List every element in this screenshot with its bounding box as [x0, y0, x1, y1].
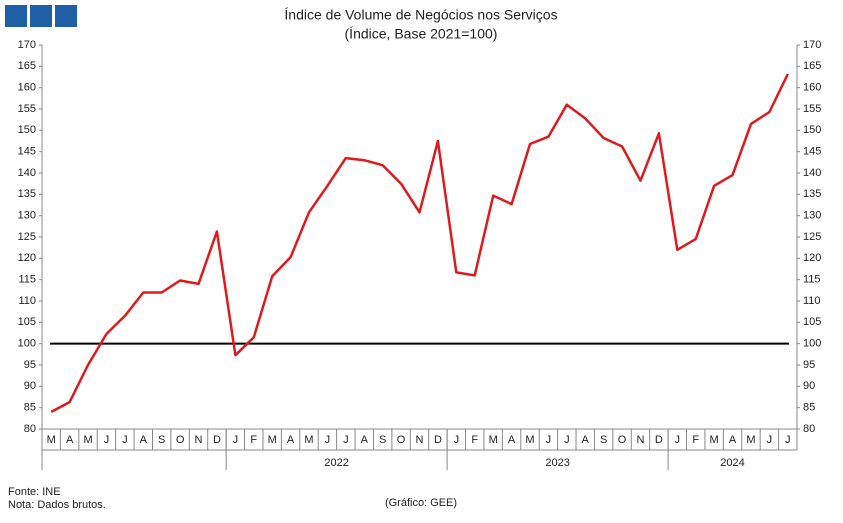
x-tick-label: F: [471, 434, 478, 446]
y-tick-label: 100: [18, 338, 36, 350]
y2-tick-label: 90: [803, 380, 815, 392]
x-tick-label: J: [675, 434, 681, 446]
x-tick-label: O: [176, 434, 185, 446]
x-tick-label: N: [636, 434, 644, 446]
y2-tick-label: 120: [803, 252, 821, 264]
y-tick-label: 115: [18, 274, 36, 286]
x-tick-label: M: [746, 434, 755, 446]
chart-subtitle: (Índice, Base 2021=100): [345, 26, 498, 42]
y2-tick-label: 95: [803, 359, 815, 371]
x-tick-label: N: [195, 434, 203, 446]
y2-tick-label: 125: [803, 231, 821, 243]
x-tick-label: A: [729, 434, 737, 446]
x-tick-label: N: [416, 434, 424, 446]
y-tick-label: 110: [18, 295, 36, 307]
x-tick-label: M: [47, 434, 56, 446]
x-tick-label: M: [525, 434, 534, 446]
y2-tick-label: 165: [803, 60, 821, 72]
y-tick-label: 150: [18, 124, 36, 136]
x-tick-label: J: [767, 434, 773, 446]
y2-tick-label: 140: [803, 167, 821, 179]
x-tick-label: J: [454, 434, 460, 446]
credit: (Gráfico: GEE): [385, 497, 457, 509]
x-tick-label: A: [361, 434, 369, 446]
x-tick-label: A: [582, 434, 590, 446]
y2-tick-label: 135: [803, 188, 821, 200]
y-tick-label: 140: [18, 167, 36, 179]
x-tick-label: O: [397, 434, 406, 446]
y2-tick-label: 85: [803, 402, 815, 414]
logo-block: [5, 5, 27, 27]
y-tick-label: 145: [18, 146, 36, 158]
x-tick-label: F: [250, 434, 257, 446]
x-tick-label: J: [325, 434, 331, 446]
y2-tick-label: 105: [803, 316, 821, 328]
x-tick-label: S: [600, 434, 607, 446]
logo-block: [55, 5, 77, 27]
data-line: [50, 73, 789, 414]
note: Nota: Dados brutos.: [8, 499, 106, 511]
year-label: 2023: [545, 457, 569, 469]
y2-tick-label: 145: [803, 146, 821, 158]
y-tick-label: 85: [24, 402, 36, 414]
y-tick-label: 95: [24, 359, 36, 371]
x-tick-label: M: [268, 434, 277, 446]
y-tick-label: 105: [18, 316, 36, 328]
x-tick-label: M: [304, 434, 313, 446]
source: Fonte: INE: [8, 486, 61, 498]
x-tick-label: F: [692, 434, 699, 446]
logo-block: [30, 5, 52, 27]
x-tick-label: J: [785, 434, 791, 446]
year-label: 2022: [324, 457, 348, 469]
year-label: 2024: [720, 457, 744, 469]
x-tick-label: A: [66, 434, 74, 446]
y2-tick-label: 100: [803, 338, 821, 350]
x-tick-label: A: [287, 434, 295, 446]
y-tick-label: 80: [24, 423, 36, 435]
y2-tick-label: 110: [803, 295, 821, 307]
y-tick-label: 160: [18, 82, 36, 94]
y2-tick-label: 130: [803, 210, 821, 222]
y-tick-label: 125: [18, 231, 36, 243]
y-tick-label: 170: [18, 39, 36, 51]
x-tick-label: J: [104, 434, 110, 446]
x-tick-label: M: [83, 434, 92, 446]
x-tick-label: J: [546, 434, 552, 446]
y2-tick-label: 80: [803, 423, 815, 435]
x-tick-label: O: [618, 434, 627, 446]
x-tick-label: S: [379, 434, 386, 446]
y-tick-label: 90: [24, 380, 36, 392]
y-tick-label: 165: [18, 60, 36, 72]
x-tick-label: M: [710, 434, 719, 446]
x-tick-label: J: [343, 434, 349, 446]
x-tick-label: D: [434, 434, 442, 446]
y2-tick-label: 155: [803, 103, 821, 115]
x-tick-label: J: [233, 434, 239, 446]
x-tick-label: A: [140, 434, 148, 446]
y2-tick-label: 160: [803, 82, 821, 94]
y2-tick-label: 115: [803, 274, 821, 286]
x-tick-label: A: [508, 434, 516, 446]
x-tick-label: D: [213, 434, 221, 446]
y-tick-label: 155: [18, 103, 36, 115]
y-tick-label: 135: [18, 188, 36, 200]
y-tick-label: 130: [18, 210, 36, 222]
y2-tick-label: 170: [803, 39, 821, 51]
x-tick-label: M: [489, 434, 498, 446]
x-tick-label: J: [122, 434, 128, 446]
x-tick-label: D: [655, 434, 663, 446]
y-tick-label: 120: [18, 252, 36, 264]
y2-tick-label: 150: [803, 124, 821, 136]
chart-title: Índice de Volume de Negócios nos Serviço…: [284, 7, 557, 23]
x-tick-label: J: [564, 434, 570, 446]
x-tick-label: S: [158, 434, 165, 446]
